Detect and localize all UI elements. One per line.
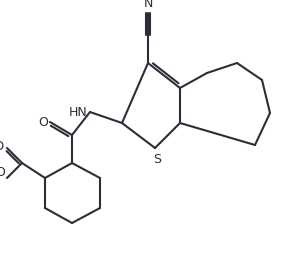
Text: HN: HN xyxy=(69,105,88,118)
Text: O: O xyxy=(38,116,48,128)
Text: S: S xyxy=(153,153,161,166)
Text: HO: HO xyxy=(0,140,5,153)
Text: O: O xyxy=(0,166,5,179)
Text: N: N xyxy=(143,0,153,10)
